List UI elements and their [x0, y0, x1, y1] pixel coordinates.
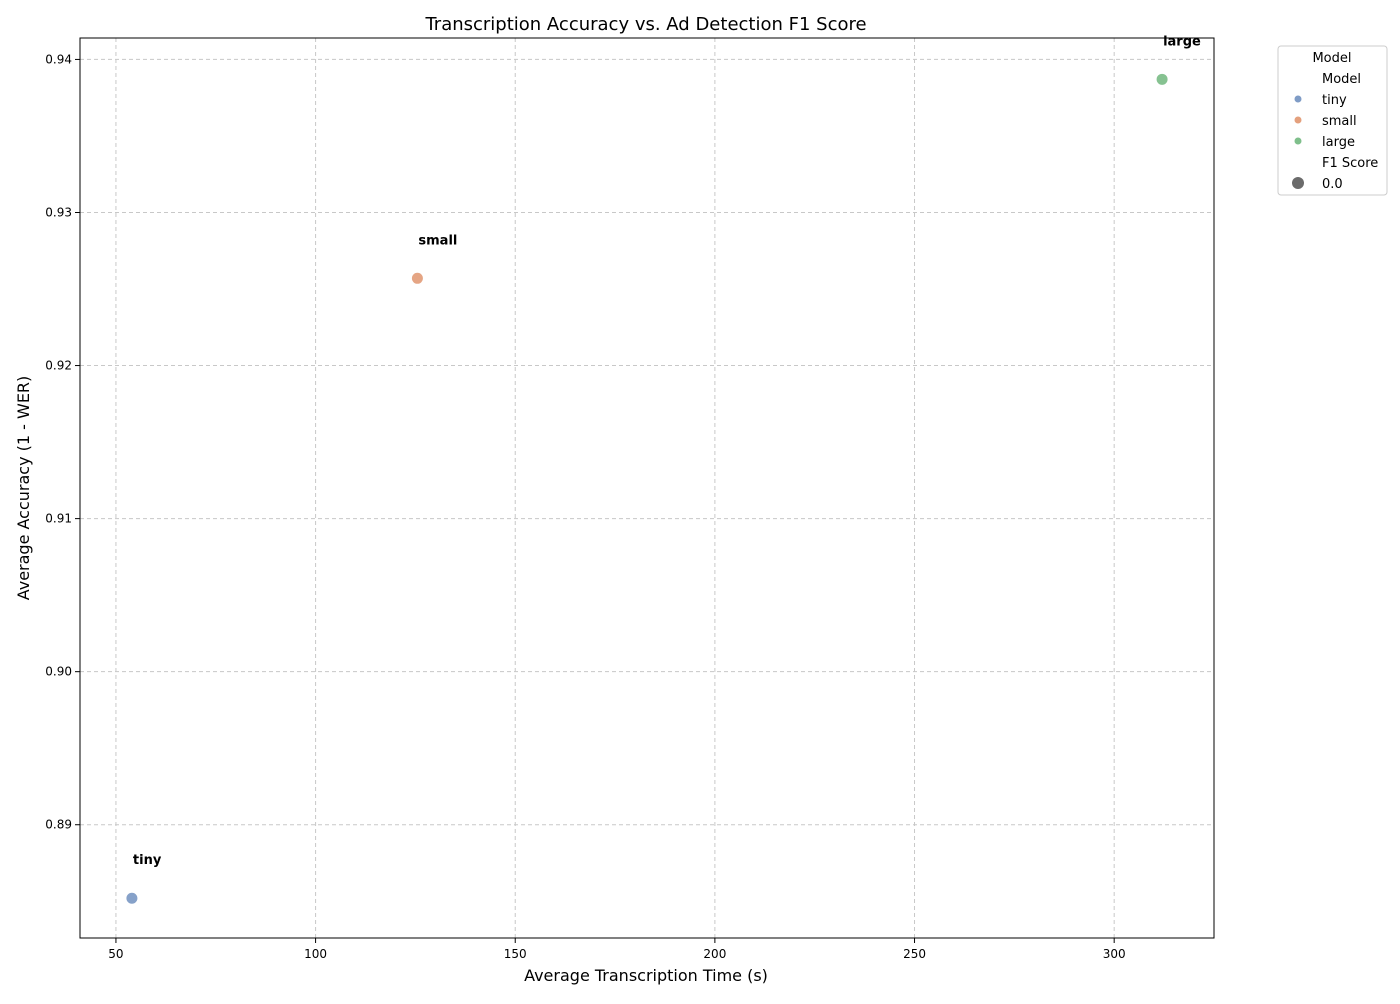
- y-axis-ticks: 0.89 0.90 0.91 0.92 0.93 0.94: [45, 52, 80, 832]
- y-tick-label: 0.93: [45, 205, 72, 219]
- x-tick-label: 100: [304, 947, 327, 961]
- legend-marker-tiny: [1294, 95, 1302, 103]
- data-point-small: [410, 271, 424, 285]
- x-tick-label: 300: [1103, 947, 1126, 961]
- legend-marker-small: [1294, 116, 1302, 124]
- x-tick-label: 150: [504, 947, 527, 961]
- chart-title: Transcription Accuracy vs. Ad Detection …: [424, 14, 866, 35]
- x-axis-label: Average Transcription Time (s): [524, 966, 768, 985]
- x-tick-label: 250: [903, 947, 926, 961]
- y-axis-label: Average Accuracy (1 - WER): [14, 376, 33, 601]
- legend-entries: tiny small large F1 Score 0.0: [1292, 93, 1378, 192]
- legend-label-tiny: tiny: [1322, 93, 1347, 108]
- legend-size-label: 0.0: [1322, 177, 1343, 192]
- y-tick-label: 0.90: [45, 665, 72, 679]
- x-axis-ticks: 50 100 150 200 250 300: [108, 938, 1126, 961]
- legend-label-large: large: [1322, 135, 1355, 150]
- legend-marker-large: [1294, 137, 1302, 145]
- y-tick-label: 0.89: [45, 818, 72, 832]
- data-label-tiny: tiny: [133, 853, 162, 868]
- y-tick-label: 0.91: [45, 512, 72, 526]
- y-tick-label: 0.92: [45, 359, 72, 373]
- plot-frame: [79, 37, 1215, 939]
- x-tick-label: 50: [108, 947, 123, 961]
- y-tick-label: 0.94: [45, 52, 72, 66]
- legend-size-marker: [1292, 177, 1304, 189]
- x-tick-label: 200: [703, 947, 726, 961]
- data-label-small: small: [418, 233, 457, 248]
- data-point-large: [1155, 72, 1169, 86]
- legend-label-small: small: [1322, 114, 1357, 129]
- data-points: [125, 72, 1169, 905]
- legend: Model Model tiny small large F1 Score 0.0: [1277, 45, 1388, 196]
- grid-lines: [80, 38, 1214, 938]
- data-labels: tiny small large: [133, 34, 1201, 868]
- legend-title: Model: [1312, 51, 1351, 66]
- data-label-large: large: [1163, 34, 1201, 49]
- legend-size-title: F1 Score: [1322, 156, 1378, 171]
- data-point-tiny: [125, 891, 139, 905]
- legend-hue-title: Model: [1322, 72, 1361, 87]
- legend-box: [1277, 45, 1388, 196]
